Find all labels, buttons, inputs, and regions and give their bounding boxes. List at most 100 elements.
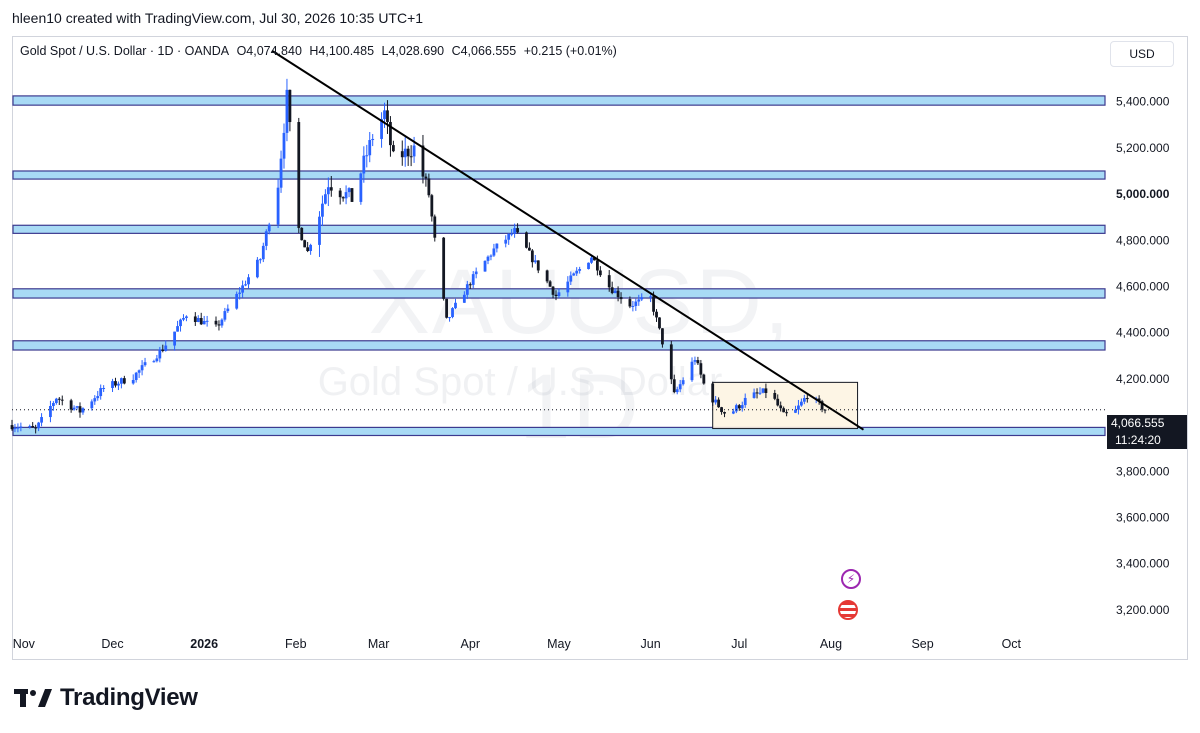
candle-body bbox=[714, 399, 718, 403]
candle-body bbox=[199, 318, 203, 325]
candle-body bbox=[400, 151, 404, 158]
candle-body bbox=[202, 321, 206, 325]
support-resistance-zone bbox=[12, 170, 1106, 180]
candle-body bbox=[155, 358, 159, 362]
candle-body bbox=[545, 270, 549, 282]
candle-body bbox=[758, 392, 762, 394]
candle-body bbox=[510, 233, 514, 235]
ohlc-legend: Gold Spot / U.S. Dollar · 1D · OANDA O4,… bbox=[20, 44, 621, 58]
candle-body bbox=[261, 245, 265, 260]
candle-body bbox=[802, 398, 806, 402]
candle-body bbox=[533, 260, 537, 263]
candle-body bbox=[51, 403, 55, 406]
legend-symbol[interactable]: Gold Spot / U.S. Dollar · 1D · OANDA bbox=[20, 44, 230, 58]
candle-body bbox=[244, 284, 247, 286]
legend-open: O4,074.840 bbox=[236, 44, 302, 58]
candle-body bbox=[383, 110, 386, 120]
candle-body bbox=[282, 132, 286, 159]
candle-body bbox=[193, 316, 197, 322]
candle-body bbox=[702, 374, 706, 384]
candle-body bbox=[764, 388, 768, 393]
candle-body bbox=[255, 259, 259, 278]
candle-body bbox=[119, 378, 123, 384]
candle-body bbox=[525, 232, 528, 248]
x-axis-tick-label: Mar bbox=[368, 637, 390, 651]
x-axis-tick-label: Feb bbox=[285, 637, 307, 651]
candle-body bbox=[797, 405, 800, 410]
candle-body bbox=[137, 370, 141, 373]
candle-body bbox=[309, 244, 313, 251]
candle-body bbox=[341, 197, 345, 199]
candle-body bbox=[99, 388, 103, 397]
candle-body bbox=[773, 392, 777, 399]
tradingview-logo[interactable]: TradingView bbox=[14, 684, 198, 712]
candle-body bbox=[720, 407, 723, 413]
candle-body bbox=[658, 317, 661, 329]
candle-body bbox=[318, 216, 321, 245]
candle-body bbox=[575, 270, 579, 274]
candle-body bbox=[613, 290, 617, 294]
x-axis-tick-label: Nov bbox=[13, 637, 36, 651]
candle-body bbox=[504, 239, 508, 244]
us-flag-icon[interactable] bbox=[838, 600, 858, 620]
candle-body bbox=[661, 328, 664, 345]
candle-body bbox=[513, 228, 517, 234]
candle-body bbox=[323, 194, 327, 204]
x-axis-tick-label: Jul bbox=[731, 637, 747, 651]
candle-body bbox=[474, 271, 478, 275]
candle-body bbox=[54, 398, 58, 404]
candle-body bbox=[740, 405, 744, 409]
candle-body bbox=[258, 259, 262, 261]
candle-body bbox=[723, 412, 726, 414]
candle-body bbox=[516, 228, 519, 233]
candle-body bbox=[548, 281, 552, 287]
candle-body bbox=[31, 425, 35, 428]
candle-body bbox=[241, 285, 245, 293]
candle-body bbox=[238, 292, 242, 294]
lightning-icon[interactable]: ⚡ bbox=[841, 569, 861, 589]
y-axis-tick-label: 3,400.000 bbox=[1116, 557, 1170, 571]
descending-trendline bbox=[271, 50, 865, 431]
candle-body bbox=[34, 427, 38, 429]
candle-body bbox=[507, 233, 511, 240]
candle-body bbox=[164, 345, 168, 351]
candle-body bbox=[587, 262, 590, 270]
candle-body bbox=[678, 384, 682, 390]
candle-body bbox=[569, 275, 573, 282]
candle-body bbox=[185, 316, 188, 319]
x-axis-tick-label: May bbox=[547, 637, 571, 651]
candle-body bbox=[483, 260, 487, 272]
candle-body bbox=[75, 406, 79, 408]
candle-body bbox=[699, 363, 703, 375]
candle-body bbox=[368, 140, 372, 156]
candle-body bbox=[430, 195, 434, 217]
candle-body bbox=[347, 188, 351, 193]
candle-body bbox=[90, 401, 94, 409]
candle-body bbox=[737, 405, 741, 409]
candle-body bbox=[637, 299, 641, 302]
candle-body bbox=[386, 110, 389, 122]
candle-body bbox=[28, 425, 32, 427]
y-axis-tick-label: 3,600.000 bbox=[1116, 510, 1170, 524]
candle-body bbox=[16, 427, 20, 429]
candle-body bbox=[486, 256, 490, 261]
candle-body bbox=[205, 320, 209, 322]
legend-high: H4,100.485 bbox=[309, 44, 375, 58]
candle-body bbox=[102, 388, 106, 390]
candle-body bbox=[182, 318, 185, 320]
currency-button[interactable]: USD bbox=[1110, 41, 1174, 67]
y-axis-tick-label: 4,600.000 bbox=[1116, 279, 1170, 293]
candle-body bbox=[610, 287, 614, 294]
candle-body bbox=[424, 176, 428, 179]
consolidation-box bbox=[712, 381, 859, 430]
candle-body bbox=[279, 158, 283, 188]
candle-body bbox=[572, 273, 576, 276]
candle-body bbox=[350, 188, 354, 202]
candle-body bbox=[557, 292, 561, 296]
candle-body bbox=[72, 407, 76, 410]
x-axis-tick-label: Dec bbox=[101, 637, 123, 651]
legend-change: +0.215 (+0.01%) bbox=[523, 44, 617, 58]
y-axis-tick-label: 3,800.000 bbox=[1116, 464, 1170, 478]
candle-body bbox=[111, 381, 114, 389]
